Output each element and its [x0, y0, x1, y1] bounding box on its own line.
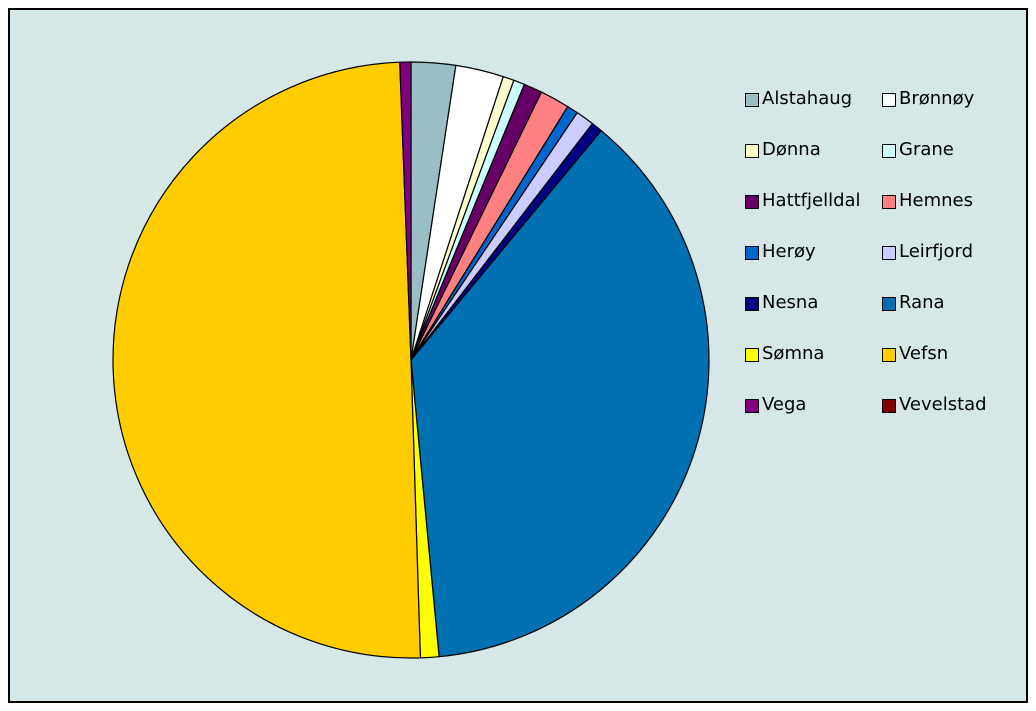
legend-swatch	[882, 246, 896, 260]
legend-swatch	[745, 195, 759, 209]
legend-item: Alstahaug	[745, 88, 882, 139]
legend-item: Hemnes	[882, 190, 1019, 241]
legend-item: Dønna	[745, 139, 882, 190]
legend-label: Vega	[762, 394, 807, 415]
legend-item: Vega	[745, 394, 882, 445]
legend-label: Nesna	[762, 292, 819, 313]
legend-item: Grane	[882, 139, 1019, 190]
legend-swatch	[745, 246, 759, 260]
legend-label: Alstahaug	[762, 88, 853, 109]
legend-item: Sømna	[745, 343, 882, 394]
legend-label: Dønna	[762, 139, 821, 160]
pie-slice-vefsn	[112, 61, 421, 659]
legend-swatch	[882, 348, 896, 362]
legend-label: Hattfjelldal	[762, 190, 861, 211]
chart-area: Alstahaug Brønnøy Dønna Grane Hattfjelldal He…	[8, 8, 1028, 703]
legend-item: Brønnøy	[882, 88, 1019, 139]
pie-chart	[112, 61, 710, 659]
legend-item: Vefsn	[882, 343, 1019, 394]
legend-item: Nesna	[745, 292, 882, 343]
legend-label: Sømna	[762, 343, 825, 364]
pie-slice-vega	[399, 61, 412, 361]
legend-label: Hemnes	[899, 190, 974, 211]
legend-swatch	[745, 144, 759, 158]
legend-swatch	[882, 195, 896, 209]
legend-swatch	[745, 399, 759, 413]
legend-swatch	[745, 93, 759, 107]
legend-item: Rana	[882, 292, 1019, 343]
legend-item: Leirfjord	[882, 241, 1019, 292]
legend-label: Vevelstad	[899, 394, 987, 415]
legend-label: Leirfjord	[899, 241, 974, 262]
legend-swatch	[745, 348, 759, 362]
legend-swatch	[882, 144, 896, 158]
legend-item: Hattfjelldal	[745, 190, 882, 241]
legend: Alstahaug Brønnøy Dønna Grane Hattfjelldal He…	[745, 88, 1035, 445]
legend-label: Rana	[899, 292, 945, 313]
legend-item: Vevelstad	[882, 394, 1019, 445]
legend-label: Herøy	[762, 241, 816, 262]
legend-label: Vefsn	[899, 343, 949, 364]
legend-item: Herøy	[745, 241, 882, 292]
legend-swatch	[882, 399, 896, 413]
legend-label: Brønnøy	[899, 88, 975, 109]
pie-slice-rana	[410, 130, 710, 658]
legend-swatch	[882, 297, 896, 311]
legend-swatch	[745, 297, 759, 311]
legend-swatch	[882, 93, 896, 107]
legend-label: Grane	[899, 139, 954, 160]
